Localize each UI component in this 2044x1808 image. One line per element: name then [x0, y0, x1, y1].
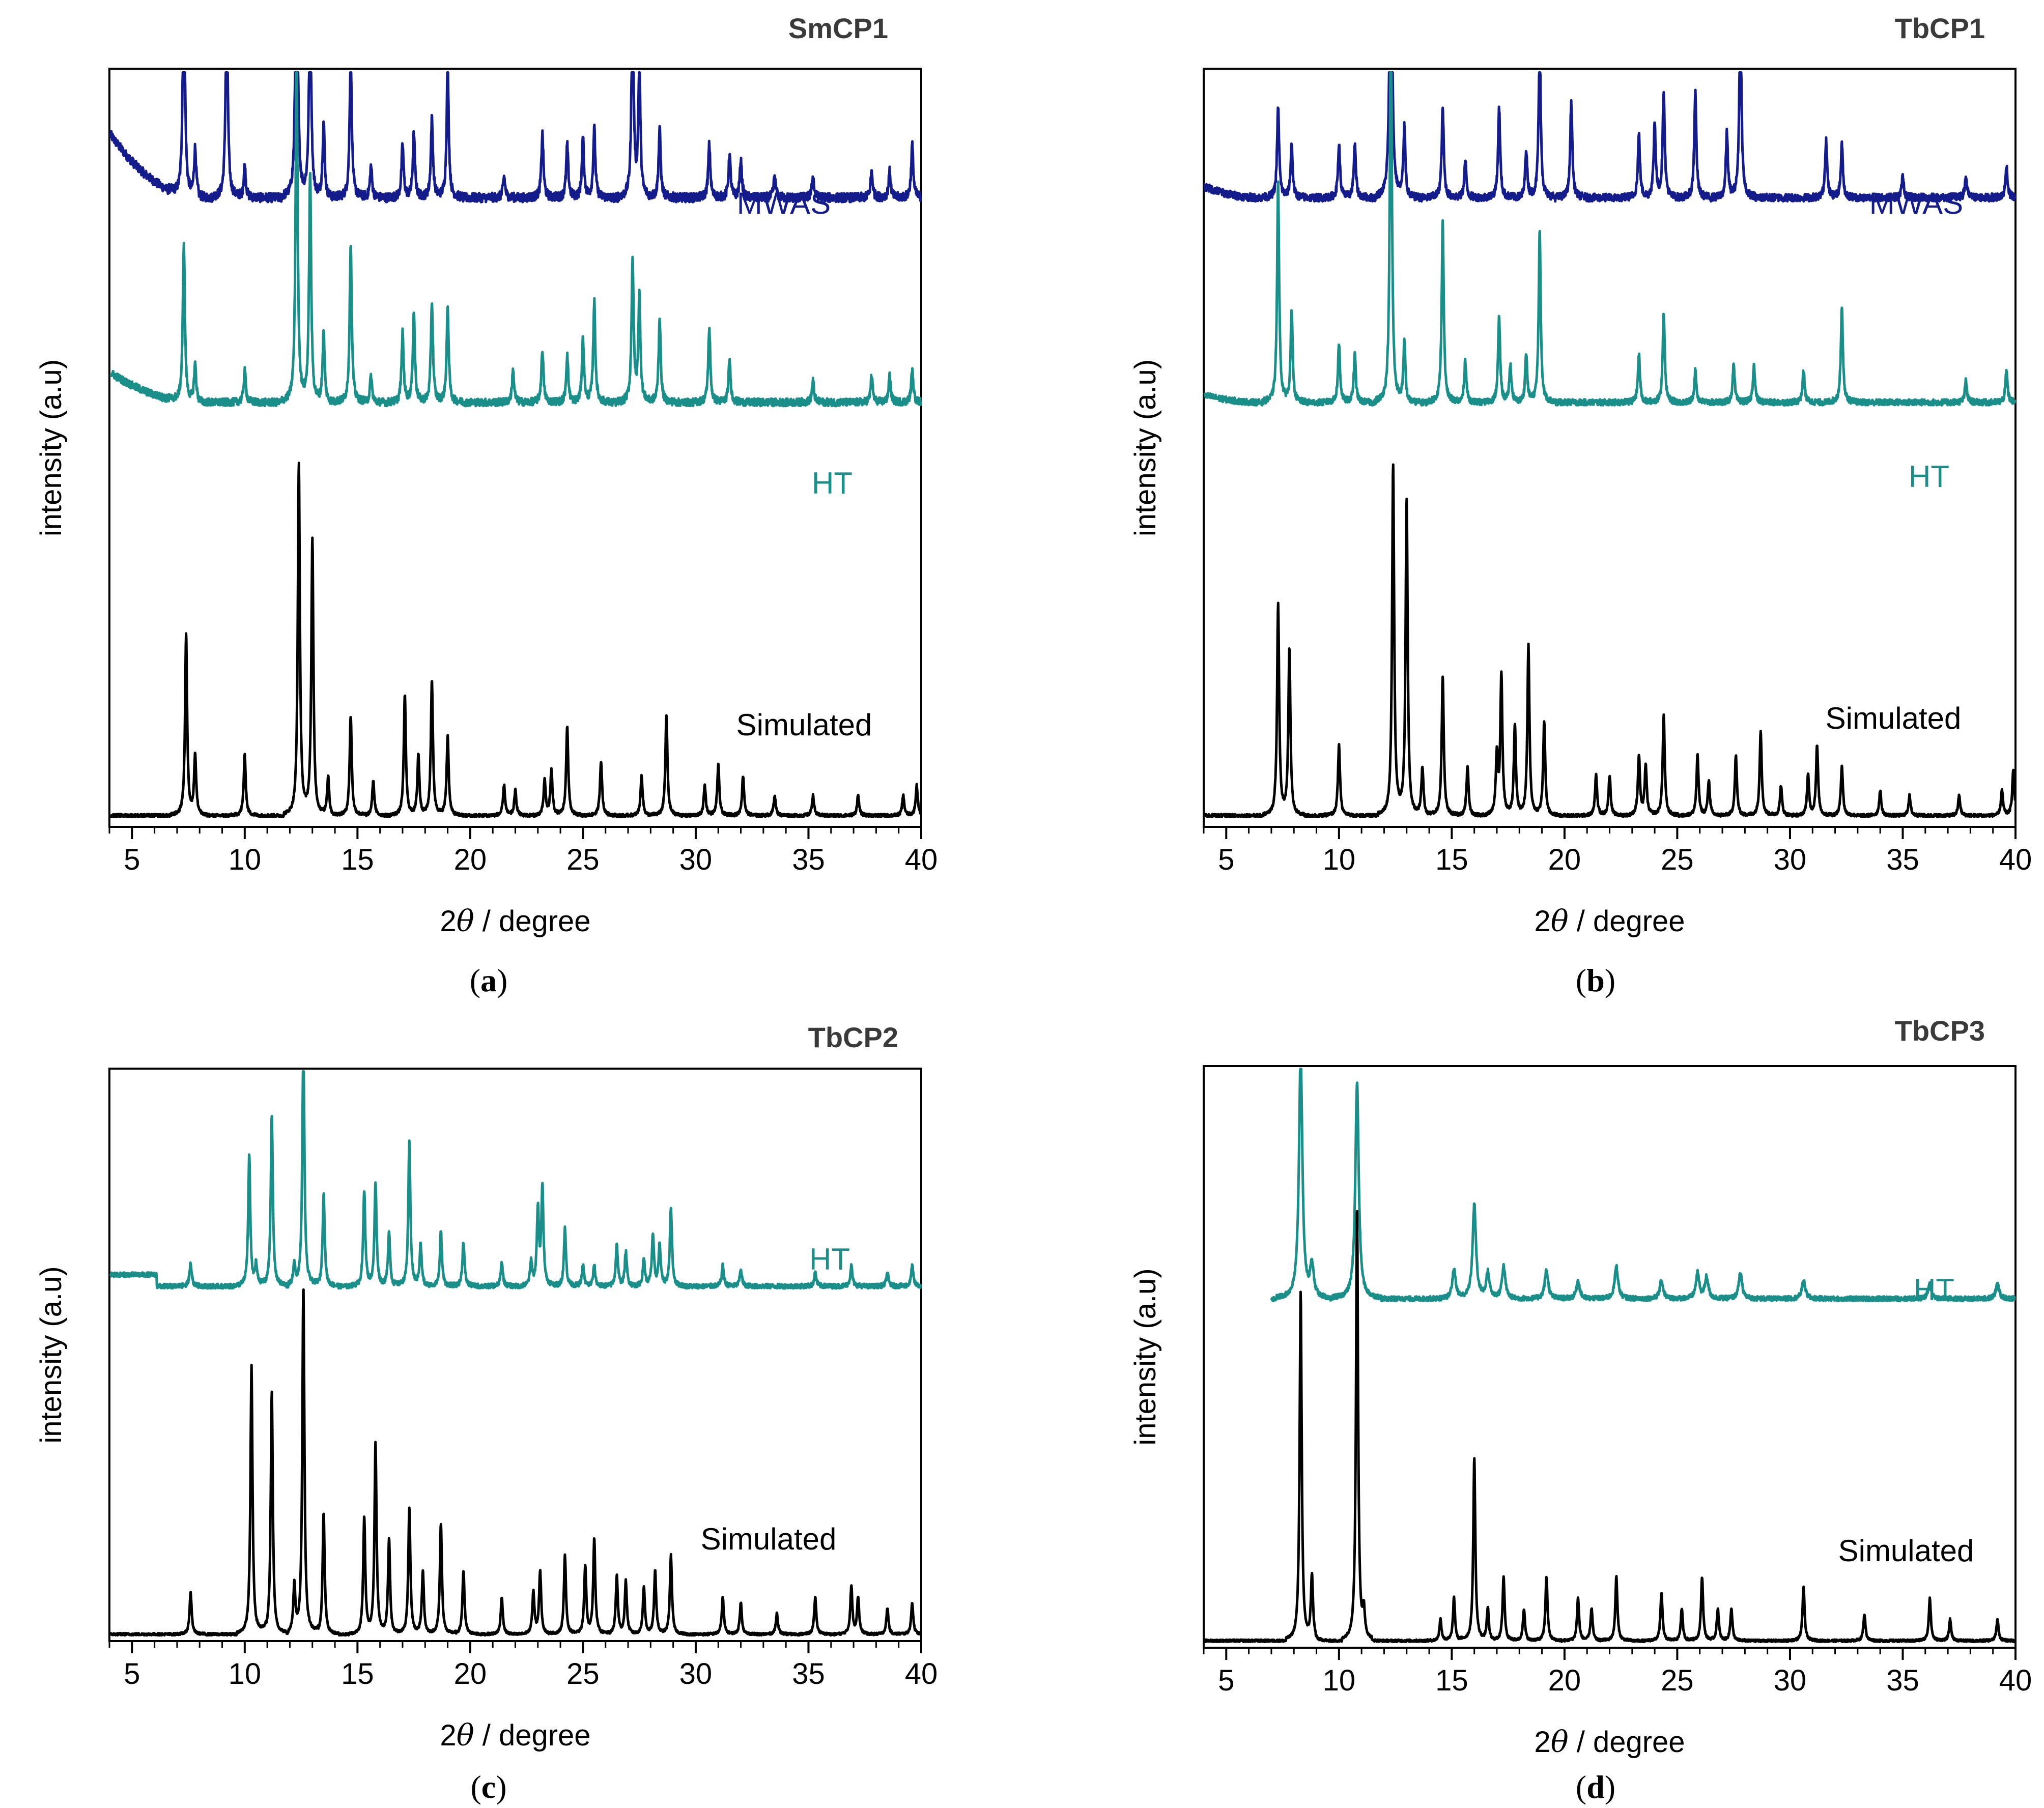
x-tick-label: 40	[1999, 1664, 2032, 1697]
x-tick-label: 25	[1661, 843, 1694, 876]
x-tick-label: 5	[1218, 843, 1234, 876]
x-tick-label: 25	[566, 1657, 600, 1690]
series-line-ht	[109, 71, 922, 408]
series-line-simulated	[1204, 1210, 2017, 1644]
x-tick-label: 40	[905, 1657, 938, 1690]
series-line-ht	[109, 1070, 922, 1290]
series-line-simulated	[109, 462, 922, 819]
panel-label: (c)	[470, 1769, 506, 1805]
x-tick-label: 5	[124, 843, 140, 876]
series-label-mwas: MWAS	[737, 186, 831, 220]
x-tick-label: 10	[1323, 843, 1356, 876]
x-tick-label: 5	[1218, 1664, 1234, 1697]
chart-title: TbCP2	[808, 1021, 898, 1053]
x-tick-label: 20	[1548, 1664, 1581, 1697]
series-line-simulated	[109, 1288, 922, 1637]
series-label-mwas: MWAS	[1869, 186, 1963, 220]
series-label-ht: HT	[812, 466, 853, 500]
panel-label: (a)	[470, 962, 508, 998]
x-tick-label: 35	[1886, 843, 1919, 876]
series-label-simulated: Simulated	[701, 1522, 837, 1556]
series-line-ht	[1270, 1068, 2016, 1303]
series-line-mwas	[1203, 71, 2017, 203]
x-tick-label: 30	[679, 843, 713, 876]
x-tick-label: 15	[341, 1657, 374, 1690]
x-tick-label: 10	[229, 843, 262, 876]
series-line-simulated	[1204, 463, 2017, 819]
x-axis-title: 2θ / degree	[440, 1718, 590, 1753]
series-label-simulated: Simulated	[736, 708, 872, 742]
y-axis-title: intensity (a.u)	[35, 1266, 68, 1443]
x-tick-label: 35	[792, 1657, 825, 1690]
panel-label: (b)	[1576, 962, 1615, 998]
series-label-ht: HT	[809, 1242, 850, 1276]
x-tick-label: 30	[1774, 1664, 1807, 1697]
series-label-simulated: Simulated	[1838, 1534, 1974, 1568]
x-axis-title: 2θ / degree	[1534, 904, 1685, 938]
chart-panel-c: 5 10 15 20 25 30 35 40 2θ / degree intensity (a.u…	[35, 1021, 938, 1805]
chart-panel-b: 5 10 15 20 25 30 35 40 2θ / degree intensity (a.u…	[1129, 12, 2032, 998]
x-tick-label: 35	[1886, 1664, 1919, 1697]
x-tick-label: 20	[454, 843, 487, 876]
panel-label: (d)	[1576, 1769, 1615, 1805]
chart-title: TbCP3	[1895, 1015, 1985, 1047]
chart-title: SmCP1	[788, 12, 888, 44]
chart-title: TbCP1	[1895, 12, 1985, 44]
x-tick-label: 30	[679, 1657, 713, 1690]
y-axis-title: intensity (a.u)	[35, 359, 68, 536]
x-tick-label: 25	[1661, 1664, 1694, 1697]
series-label-simulated: Simulated	[1826, 701, 1962, 735]
x-tick-label: 15	[1435, 843, 1468, 876]
y-axis-title: intensity (a.u)	[1129, 1268, 1162, 1445]
x-tick-label: 5	[124, 1657, 140, 1690]
series-line-ht	[1203, 71, 2017, 407]
x-axis-title: 2θ / degree	[440, 904, 590, 938]
y-axis-title: intensity (a.u)	[1129, 359, 1162, 536]
x-tick-label: 15	[341, 843, 374, 876]
x-tick-label: 20	[1548, 843, 1581, 876]
chart-panel-d: 5 10 15 20 25 30 35 40 2θ / degree intensity (a.u…	[1129, 1015, 2032, 1805]
series-line-mwas	[109, 71, 922, 204]
x-tick-label: 10	[229, 1657, 262, 1690]
x-tick-label: 40	[1999, 843, 2032, 876]
x-tick-label: 25	[566, 843, 600, 876]
series-label-ht: HT	[1914, 1273, 1954, 1307]
x-axis-title: 2θ / degree	[1534, 1725, 1685, 1759]
x-tick-label: 15	[1435, 1664, 1468, 1697]
series-label-ht: HT	[1909, 460, 1949, 494]
x-tick-label: 20	[454, 1657, 487, 1690]
chart-panel-a: 5 10 15 20 25 30 35 40 2θ / degree intensity (a.u…	[35, 12, 938, 998]
x-tick-label: 30	[1774, 843, 1807, 876]
x-tick-label: 35	[792, 843, 825, 876]
x-tick-label: 10	[1323, 1664, 1356, 1697]
x-tick-label: 40	[905, 843, 938, 876]
